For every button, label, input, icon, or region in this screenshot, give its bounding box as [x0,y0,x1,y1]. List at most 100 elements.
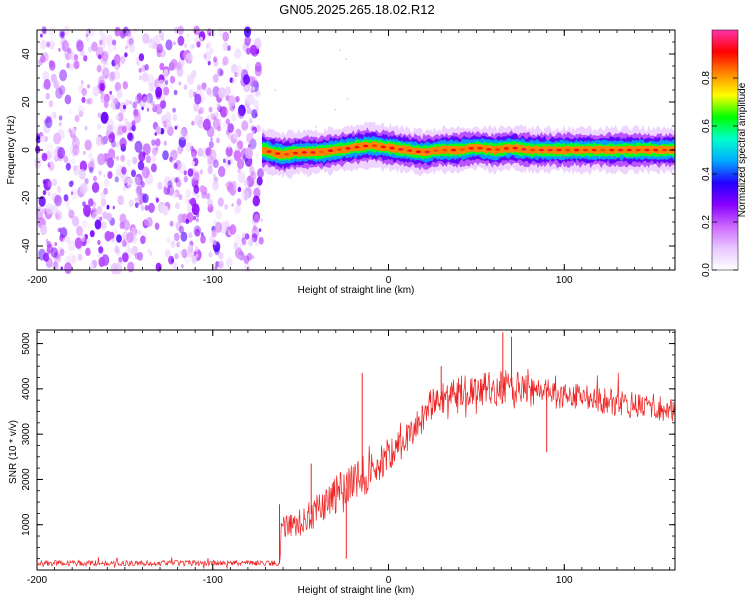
noise-blob [129,100,133,105]
noise-blob [218,252,224,260]
noise-blob [177,145,183,155]
noise-blob [60,31,65,38]
noise-blob [183,175,188,183]
noise-blob [103,174,106,178]
noise-blob [185,52,193,64]
noise-blob [58,29,66,39]
noise-blob [40,33,43,38]
noise-blob [40,39,47,50]
noise-blob [100,136,107,146]
noise-blob [85,247,91,256]
noise-blob [237,171,246,184]
noise-blob [70,191,74,196]
noise-blob [71,158,76,165]
noise-blob [54,242,58,247]
noise-blob [102,67,110,79]
noise-blob [185,142,193,152]
noise-blob [155,197,160,203]
noise-blob [183,84,188,91]
noise-blob [241,120,249,131]
noise-blob [113,54,121,65]
colorbar-tick-label: 0.0 [701,263,712,277]
signal-peak [336,148,342,151]
noise-blob [140,181,145,188]
noise-blob [163,176,172,188]
snr-xlabel: Height of straight line (km) [298,585,415,596]
signal-peak [618,148,623,152]
noise-blob [234,71,238,78]
noise-blob [103,178,110,188]
noise-blob [195,253,199,258]
noise-blob [35,206,44,219]
noise-blob [255,240,259,247]
noise-blob [134,202,139,209]
noise-blob [234,206,240,215]
noise-blob [89,28,96,38]
noise-blob [137,192,145,203]
noise-blob [85,33,89,38]
noise-blob [179,128,187,141]
noise-blob [191,203,200,216]
noise-blob [83,150,86,155]
snr-xtick-label: 0 [386,575,392,586]
noise-blob [253,187,261,199]
noise-blob [114,60,121,71]
snr-ytick-label: 5000 [21,332,32,355]
noise-blob [227,144,231,149]
noise-blob [115,142,119,148]
noise-blob [244,36,251,47]
noise-blob [203,53,208,59]
noise-blob [175,221,182,231]
noise-blob [186,74,195,86]
noise-blob [122,185,127,191]
noise-blob [134,252,140,260]
noise-blob [172,107,176,113]
noise-blob [116,249,121,256]
noise-blob [68,180,74,188]
snr-xtick-label: -100 [203,575,223,586]
noise-blob [97,252,101,258]
noise-blob [183,170,187,176]
signal-peak [547,148,553,152]
noise-blob [121,143,125,149]
noise-blob [49,40,55,50]
signal-peak [380,145,386,149]
noise-blob [194,114,202,126]
noise-blob [180,147,184,152]
noise-blob [104,158,109,165]
noise-blob [191,177,196,184]
noise-blob [110,94,115,102]
noise-blob [215,209,223,220]
noise-blob [133,112,141,124]
noise-blob [100,94,104,99]
noise-blob [246,106,252,115]
noise-blob [72,144,80,156]
noise-blob [59,227,68,239]
noise-blob [114,81,122,92]
noise-blob [245,147,253,160]
noise-blob [122,240,127,247]
noise-blob [226,180,234,191]
noise-blob [50,247,58,258]
signal-peak [626,148,632,152]
sparse-point [345,58,348,61]
noise-blob [83,204,91,217]
noise-blob [157,181,163,190]
noise-blob [97,153,106,166]
noise-blob [112,205,116,210]
sparse-point [315,126,318,128]
noise-blob [144,204,149,211]
noise-blob [170,240,176,248]
noise-blob [224,204,229,210]
noise-blob [164,111,172,121]
noise-blob [197,147,204,157]
noise-blob [248,117,253,124]
noise-blob [101,33,107,41]
noise-blob [181,264,184,269]
noise-blob [191,120,195,126]
noise-blob [128,35,134,42]
noise-blob [178,81,182,86]
noise-blob [113,46,117,50]
noise-blob [251,255,255,260]
